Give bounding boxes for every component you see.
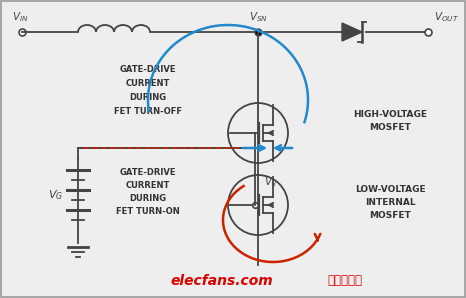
Text: GATE-DRIVE: GATE-DRIVE [120,65,176,74]
Text: $V_{IN}$: $V_{IN}$ [12,10,28,24]
Text: 电子发烧友: 电子发烧友 [328,274,363,288]
Text: $V_G$: $V_G$ [48,188,64,202]
Text: elecfans.com: elecfans.com [171,274,274,288]
Text: CURRENT: CURRENT [126,181,170,190]
Text: DURING: DURING [130,194,166,203]
Text: MOSFET: MOSFET [369,211,411,220]
Text: $V_{SN}$: $V_{SN}$ [248,10,267,24]
Text: FET TURN-ON: FET TURN-ON [116,207,180,216]
Text: GATE-DRIVE: GATE-DRIVE [120,168,176,177]
Text: DURING: DURING [130,93,166,102]
Text: CURRENT: CURRENT [126,79,170,88]
Text: FET TURN-OFF: FET TURN-OFF [114,107,182,116]
Text: HIGH-VOLTAGE: HIGH-VOLTAGE [353,110,427,119]
Text: $V_x$: $V_x$ [264,175,277,189]
Polygon shape [342,23,362,41]
Text: LOW-VOLTAGE: LOW-VOLTAGE [355,185,425,194]
Text: INTERNAL: INTERNAL [365,198,415,207]
Text: MOSFET: MOSFET [369,123,411,132]
Text: $V_{OUT}$: $V_{OUT}$ [434,10,459,24]
